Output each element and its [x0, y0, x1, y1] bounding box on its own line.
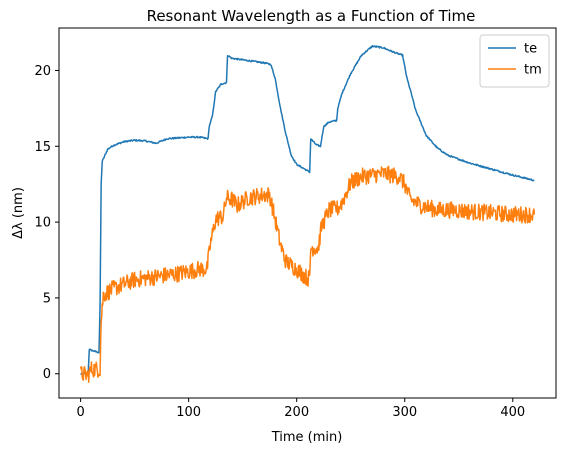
x-axis-label: Time (min) [271, 430, 343, 445]
axes-frame [58, 27, 557, 399]
y-tick-label: 20 [34, 64, 51, 79]
y-axis: 0 5 10 15 20 [34, 64, 59, 382]
legend-label-te: te [524, 42, 537, 57]
x-tick-label: 100 [176, 405, 201, 420]
y-tick-label: 5 [43, 291, 51, 306]
x-tick-label: 400 [500, 405, 525, 420]
x-tick-label: 0 [76, 405, 84, 420]
series-line-te [80, 45, 535, 375]
x-axis: 0 100 200 300 400 [76, 398, 525, 420]
legend-label-tm: tm [524, 63, 542, 78]
legend-box [479, 34, 550, 88]
x-tick-label: 200 [284, 405, 309, 420]
chart-title: Resonant Wavelength as a Function of Tim… [147, 7, 476, 25]
y-tick-label: 15 [34, 140, 51, 155]
x-tick-label: 300 [392, 405, 417, 420]
y-tick-label: 10 [34, 216, 51, 231]
y-tick-label: 0 [43, 367, 51, 382]
series-line-tm [79, 165, 536, 384]
plot-area [79, 45, 536, 384]
y-axis-label: Δλ (nm) [11, 187, 26, 239]
legend: te tm [479, 34, 550, 88]
